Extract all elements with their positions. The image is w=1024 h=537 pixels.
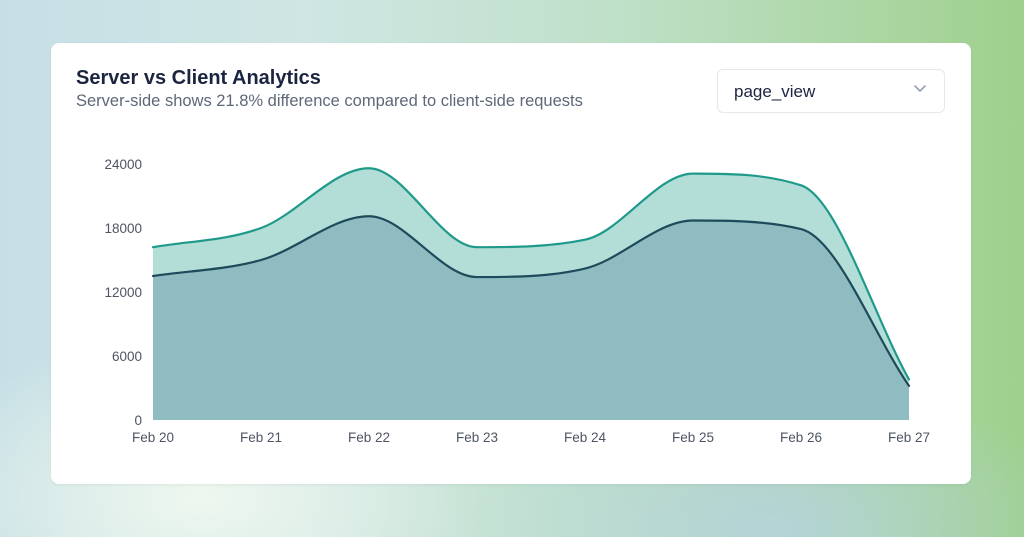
card-title: Server vs Client Analytics xyxy=(76,67,321,89)
x-tick-label: Feb 26 xyxy=(780,430,822,445)
x-tick-label: Feb 27 xyxy=(888,430,930,445)
series-1-line xyxy=(151,215,911,387)
event-type-select[interactable]: page_view xyxy=(717,69,945,113)
x-tick-label: Feb 20 xyxy=(132,430,174,445)
x-tick-label: Feb 22 xyxy=(348,430,390,445)
card-subtitle: Server-side shows 21.8% difference compa… xyxy=(76,92,583,110)
series-0-line xyxy=(151,167,911,381)
y-tick-label: 0 xyxy=(134,413,142,428)
analytics-card: Server vs Client Analytics Server-side s… xyxy=(51,43,971,484)
event-type-value: page_view xyxy=(734,82,816,101)
x-tick-label: Feb 21 xyxy=(240,430,282,445)
chevron-down-icon xyxy=(914,85,926,92)
x-tick-label: Feb 23 xyxy=(456,430,498,445)
series-1-area xyxy=(153,216,909,420)
y-tick-label: 12000 xyxy=(104,285,142,300)
y-tick-label: 24000 xyxy=(104,157,142,172)
x-tick-label: Feb 24 xyxy=(564,430,607,445)
x-tick-label: Feb 25 xyxy=(672,430,714,445)
area-chart: 0 6000 12000 18000 24000 Feb 20 Feb 21 Feb 22 Fe… xyxy=(104,157,930,445)
y-tick-label: 6000 xyxy=(112,349,142,364)
y-tick-label: 18000 xyxy=(104,221,142,236)
